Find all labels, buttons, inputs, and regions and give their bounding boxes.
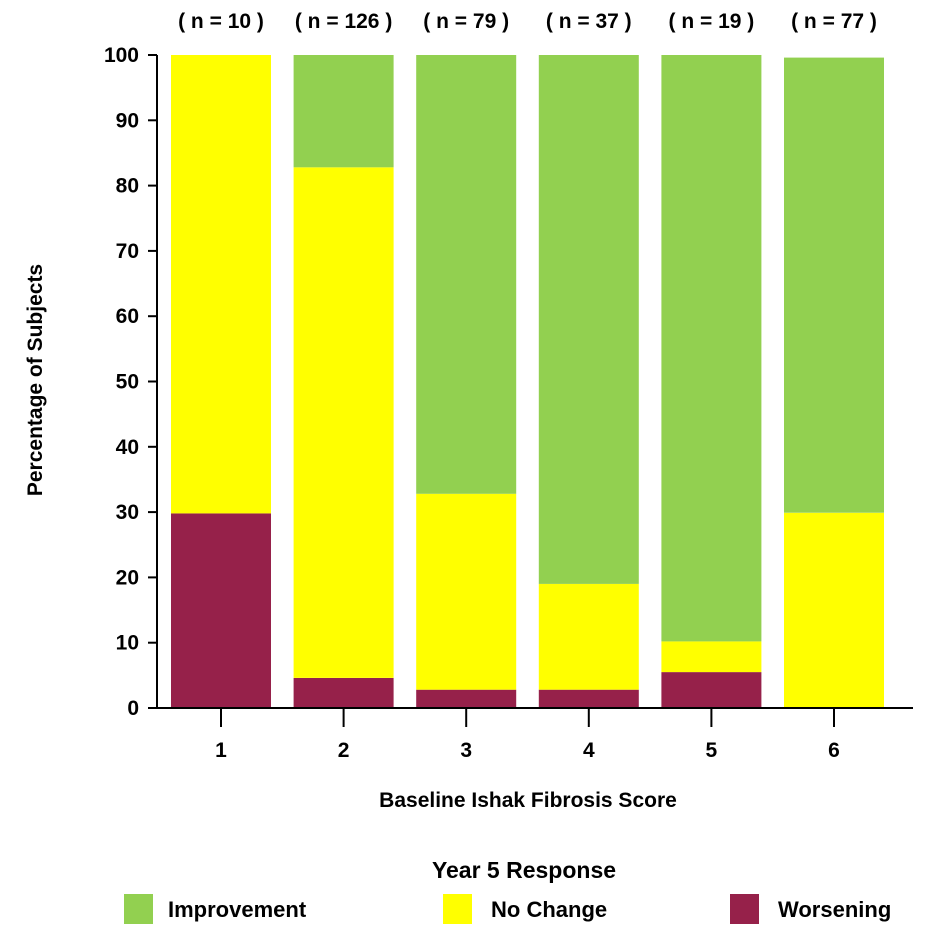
legend-label-worsening: Worsening (778, 897, 891, 922)
x-tick-label-4: 4 (583, 739, 595, 762)
n-label-5: ( n = 19 ) (669, 10, 755, 33)
n-label-6: ( n = 77 ) (791, 10, 877, 33)
x-tick-label-3: 3 (460, 739, 472, 762)
y-tick-label: 100 (104, 44, 139, 67)
y-tick-label: 20 (116, 566, 139, 589)
y-tick-label: 40 (116, 436, 139, 459)
x-tick-label-6: 6 (828, 739, 840, 762)
legend-swatch-worsening (730, 894, 759, 924)
legend-swatch-improvement (124, 894, 153, 924)
bar-segment-worsening-5 (661, 672, 762, 708)
legend-title: Year 5 Response (432, 857, 616, 883)
x-tick-label-1: 1 (215, 739, 227, 762)
bar-segment-improvement-5 (661, 55, 762, 642)
n-label-1: ( n = 10 ) (178, 10, 264, 33)
bar-segment-no-change-3 (416, 493, 517, 690)
bar-segment-improvement-3 (416, 55, 517, 494)
y-tick-label: 50 (116, 371, 139, 394)
bar-segment-improvement-6 (784, 57, 884, 513)
y-tick-label: 30 (116, 501, 139, 524)
bar-stacks (171, 55, 884, 708)
y-tick-label: 90 (116, 109, 139, 132)
y-axis-label: Percentage of Subjects (24, 264, 47, 496)
n-label-4: ( n = 37 ) (546, 10, 632, 33)
bar-segment-no-change-5 (661, 641, 762, 673)
y-tick-label: 0 (127, 697, 139, 720)
y-tick-label: 80 (116, 175, 139, 198)
bar-segment-no-change-6 (784, 512, 884, 708)
bar-segment-worsening-1 (171, 513, 271, 708)
x-axis-label: Baseline Ishak Fibrosis Score (379, 789, 677, 812)
legend-label-no-change: No Change (491, 897, 607, 922)
x-tick-label-2: 2 (338, 739, 350, 762)
x-axis: 1 2 3 4 5 6 (157, 707, 913, 762)
x-tick-label-5: 5 (706, 739, 718, 762)
bar-segment-no-change-4 (538, 583, 639, 690)
bar-segment-improvement-4 (538, 55, 639, 584)
legend-swatch-no-change (443, 894, 472, 924)
y-tick-label: 10 (116, 632, 139, 655)
bar-segment-no-change-2 (293, 167, 394, 678)
n-label-2: ( n = 126 ) (295, 10, 392, 33)
y-tick-label: 60 (116, 305, 139, 328)
sample-size-labels: ( n = 10 ) ( n = 126 ) ( n = 79 ) ( n = 37 … (178, 10, 877, 33)
bar-segment-improvement-2 (293, 55, 394, 168)
legend: Improvement No Change Worsening (124, 894, 891, 924)
n-label-3: ( n = 79 ) (423, 10, 509, 33)
legend-label-improvement: Improvement (168, 897, 307, 922)
bar-segment-worsening-2 (293, 678, 394, 708)
y-tick-label: 70 (116, 240, 139, 263)
bar-segment-no-change-1 (171, 55, 271, 514)
bar-segment-worsening-4 (538, 689, 639, 708)
bar-segment-worsening-3 (416, 689, 517, 708)
y-axis: 0 10 20 30 40 50 60 70 80 90 100 (104, 44, 158, 720)
